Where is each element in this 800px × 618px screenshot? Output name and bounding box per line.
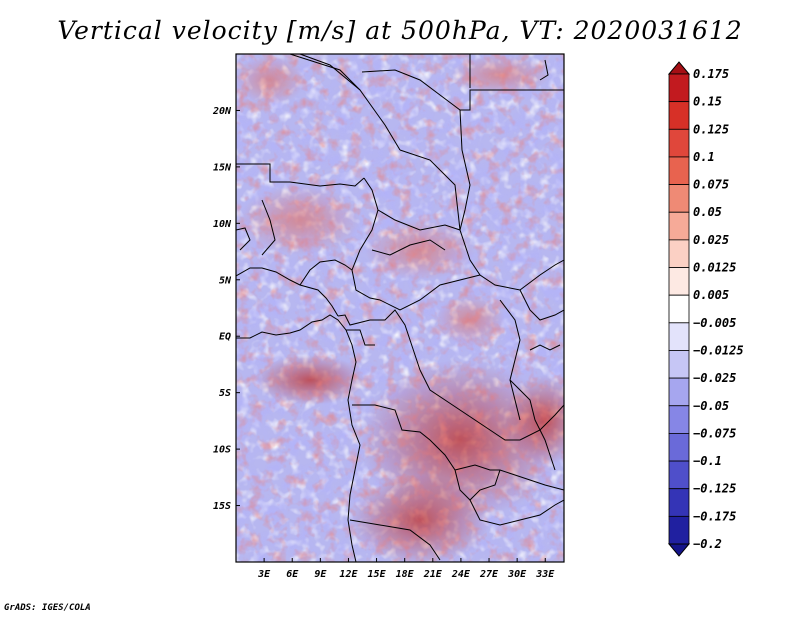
lat-tick-label-6: 10S (213, 445, 231, 456)
colorbar-swatch-14 (668, 433, 690, 462)
colorbar-top-arrow (667, 61, 691, 75)
map-frame (235, 53, 565, 563)
colorbar-swatch-1 (668, 73, 690, 103)
colorbar-label-1: 0.15 (693, 95, 722, 109)
colorbar-swatch-6 (668, 211, 690, 241)
colorbar-swatch-13 (668, 405, 690, 434)
colorbar-swatch-9 (668, 294, 690, 324)
longitude-axis: 3E 6E 9E 12E 15E 18E 21E 24E 27E 30E 33E (257, 558, 555, 580)
colorbar-swatch-5 (668, 184, 690, 213)
lat-tick-label-7: 15S (213, 501, 231, 512)
lon-tick-label-10: 33E (535, 569, 555, 580)
colorbar-swatch-2 (668, 101, 690, 130)
colorbar-label-10: −0.0125 (693, 343, 744, 357)
lon-tick-label-6: 21E (423, 569, 443, 580)
colorbar-swatch-7 (668, 239, 690, 268)
colorbar-swatch-11 (668, 350, 690, 379)
colorbar: 0.175 0.15 0.125 0.1 0.075 0.05 0.025 0.0125 0.0… (667, 61, 744, 557)
colorbar-swatch-3 (668, 128, 690, 158)
colorbar-swatch-17 (668, 515, 690, 545)
colorbar-bottom-arrow (667, 543, 691, 557)
colorbar-swatch-10 (668, 322, 690, 351)
lon-tick-label-3: 12E (339, 569, 358, 580)
colorbar-label-3: 0.1 (693, 150, 715, 164)
lon-tick-label-0: 3E (257, 569, 271, 580)
lat-tick-label-5: 5S (219, 388, 231, 399)
lon-tick-label-2: 9E (314, 569, 327, 580)
lon-tick-label-1: 6E (286, 569, 299, 580)
colorbar-swatch-12 (668, 377, 690, 407)
country-borders (236, 54, 564, 562)
colorbar-label-14: −0.1 (693, 454, 722, 468)
colorbar-label-4: 0.075 (693, 178, 729, 192)
colorbar-label-11: −0.025 (693, 371, 736, 385)
colorbar-label-9: −0.005 (693, 316, 736, 330)
colorbar-label-8: 0.005 (693, 288, 729, 302)
chart-title: Vertical velocity [m/s] at 500hPa, VT: 2… (57, 16, 743, 45)
colorbar-label-17: −0.2 (693, 537, 722, 551)
lat-tick-label-1: 15N (213, 162, 232, 173)
colorbar-label-13: −0.075 (693, 426, 736, 440)
colorbar-label-5: 0.05 (693, 205, 722, 219)
colorbar-label-16: −0.175 (693, 509, 736, 523)
lon-tick-label-4: 15E (368, 569, 387, 580)
velocity-field (236, 54, 564, 562)
colorbar-label-7: 0.0125 (693, 261, 736, 275)
lon-tick-label-5: 18E (396, 569, 415, 580)
latitude-axis: 20N 15N 10N 5N EQ 5S 10S 15S (212, 106, 240, 512)
colorbar-swatch-16 (668, 488, 690, 517)
colorbar-label-15: −0.125 (693, 482, 736, 496)
lat-tick-label-3: 5N (219, 275, 232, 286)
colorbar-label-6: 0.025 (693, 233, 729, 247)
colorbar-label-2: 0.125 (693, 122, 729, 136)
lon-tick-label-8: 27E (479, 569, 499, 580)
lon-tick-label-7: 24E (451, 569, 471, 580)
grads-credit: GrADS: IGES/COLA (4, 603, 91, 613)
lat-tick-label-2: 10N (213, 219, 232, 230)
lat-tick-label-4: EQ (219, 332, 231, 343)
colorbar-label-12: −0.05 (693, 399, 729, 413)
lat-tick-label-0: 20N (212, 106, 232, 117)
colorbar-swatch-15 (668, 460, 690, 490)
lon-tick-label-9: 30E (507, 569, 527, 580)
colorbar-label-0: 0.175 (693, 67, 729, 81)
colorbar-swatch-8 (668, 267, 690, 296)
colorbar-swatch-4 (668, 156, 690, 185)
